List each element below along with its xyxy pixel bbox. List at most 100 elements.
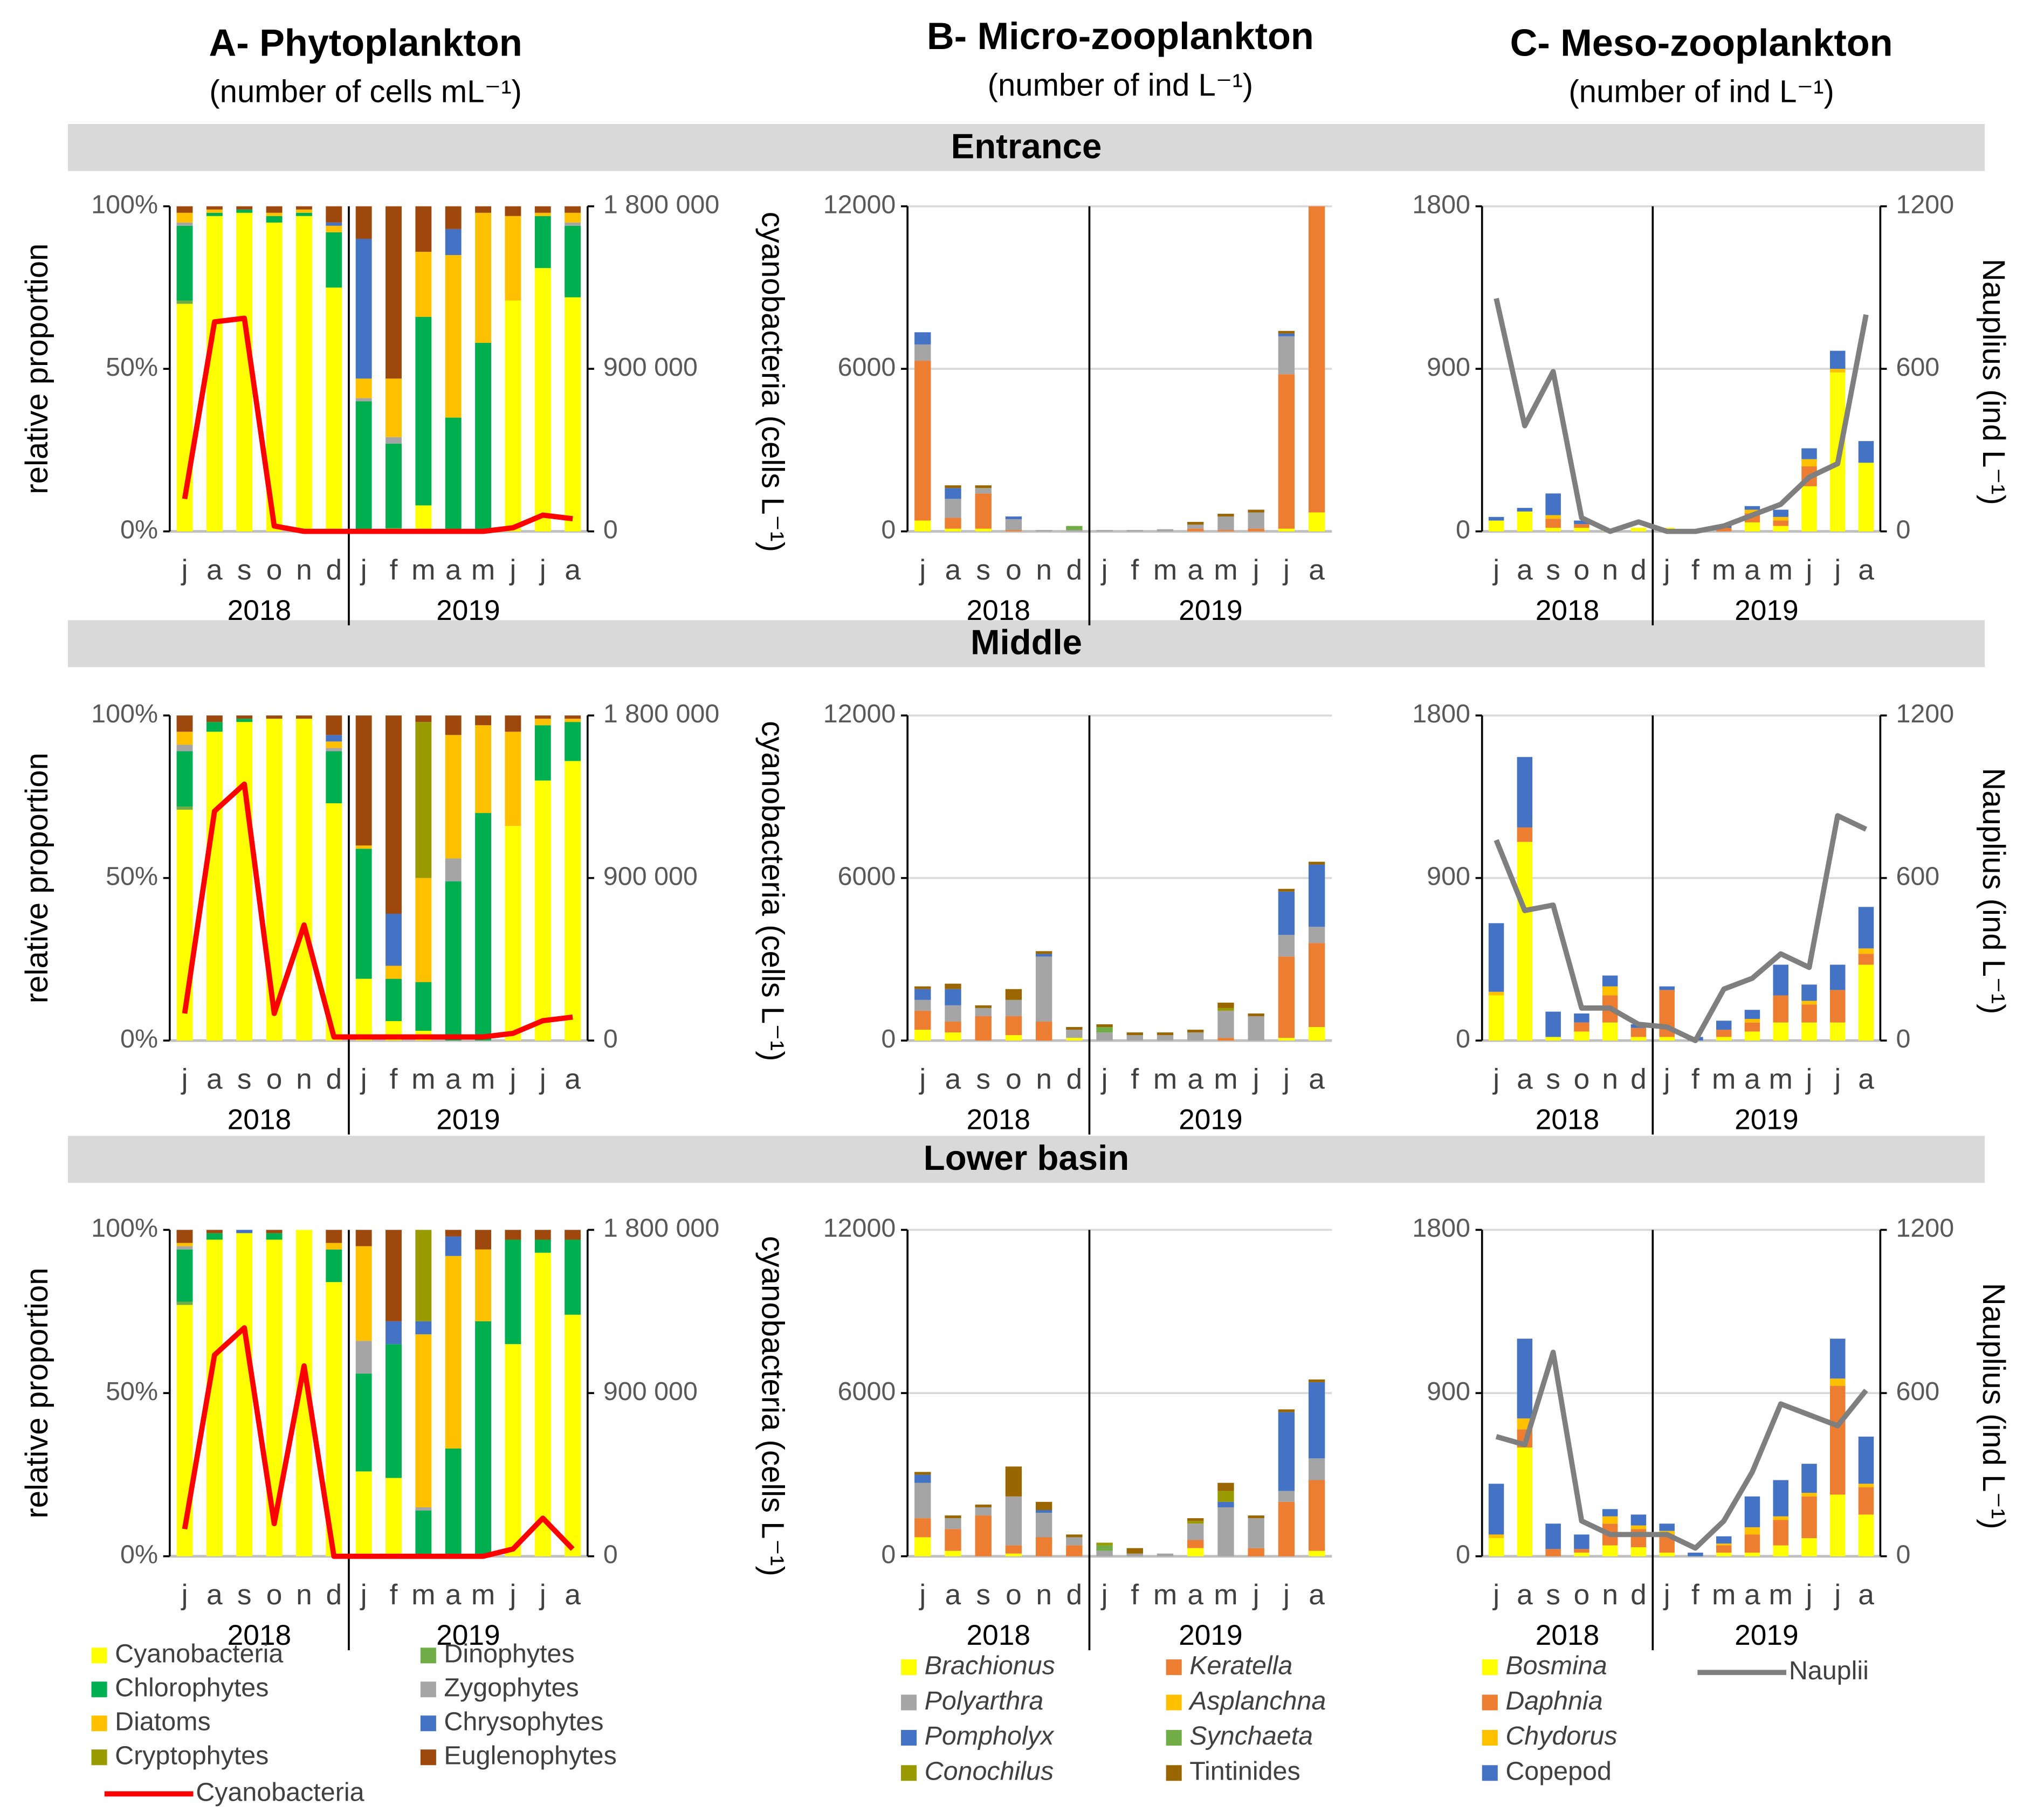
bar-segment [1744, 506, 1760, 510]
x-tick-label: d [326, 1063, 342, 1095]
line-series [182, 315, 573, 534]
bar-segment [206, 1230, 223, 1233]
x-tick-label: j [918, 554, 926, 586]
x-tick-label: a [945, 554, 961, 586]
x-tick-label: o [1574, 1579, 1590, 1611]
legend-swatch [91, 1749, 107, 1766]
bar-segment [295, 206, 312, 210]
legend-label: Pompholyx [925, 1721, 1055, 1750]
bar-segment [1278, 1501, 1295, 1556]
bar-segment [1744, 509, 1760, 514]
row-title: Entrance [951, 126, 1102, 166]
bar-segment [945, 1022, 961, 1033]
y-axis-label: relative proportion [19, 1267, 54, 1518]
year-label: 2019 [1735, 1619, 1799, 1651]
y2-tick-label: 0 [1896, 1540, 1910, 1569]
x-tick-label: a [445, 554, 462, 586]
bar-segment [176, 715, 193, 732]
legend-swatch [420, 1681, 436, 1698]
bar-segment [1308, 1550, 1325, 1556]
bar-segment [266, 216, 283, 223]
bar-segment [1035, 1513, 1052, 1538]
bar-segment [1187, 1518, 1204, 1521]
bar-segment [975, 1016, 992, 1041]
bar-segment [1488, 1534, 1504, 1539]
bar-segment [1308, 206, 1325, 513]
bar-segment [415, 316, 432, 506]
bar-segment [415, 1321, 432, 1335]
x-tick-label: a [1517, 1579, 1533, 1611]
bar-segment [1602, 1545, 1618, 1556]
x-tick-label: m [1712, 554, 1736, 586]
bar-segment [326, 1230, 342, 1243]
bar-segment [1517, 508, 1533, 512]
column-title: C- Meso-zooplankton [1510, 21, 1893, 64]
x-tick-label: s [237, 1579, 252, 1611]
year-label: 2019 [1179, 1619, 1243, 1651]
bar-segment [1773, 526, 1788, 532]
bar-segment [1801, 1001, 1817, 1005]
bar-segment [1278, 1038, 1295, 1041]
bar-segment [176, 751, 193, 807]
y-tick-label: 12000 [823, 699, 896, 728]
bar-segment [975, 1008, 992, 1016]
bar-segment [1005, 530, 1022, 532]
bar-segment [355, 715, 372, 846]
line-series [182, 1325, 575, 1559]
bar-segment [415, 722, 432, 878]
y2-tick-label: 1 800 000 [603, 1214, 719, 1243]
bar-segment [1005, 1016, 1022, 1036]
x-tick-label: a [945, 1063, 961, 1095]
x-tick-label: j [360, 554, 367, 586]
bar-segment [415, 878, 432, 982]
x-tick-label: j [1805, 1579, 1813, 1611]
x-tick-label: s [1546, 554, 1560, 586]
y2-axis-label: Nauplius (ind L⁻¹) [1976, 259, 2011, 505]
bar-segment [505, 826, 521, 1041]
bar-segment [1217, 1038, 1234, 1041]
bar-segment [945, 983, 961, 989]
bar-segment [206, 216, 223, 532]
bar-segment [326, 748, 342, 752]
line-series [1495, 1349, 1868, 1551]
year-label: 2019 [436, 1619, 500, 1651]
y2-tick-label: 1 800 000 [603, 699, 719, 728]
bar-segment [176, 806, 193, 810]
bar-segment [1688, 1553, 1703, 1556]
y-tick-label: 100% [91, 699, 158, 728]
y-tick-label: 900 [1427, 353, 1470, 382]
bar-segment [266, 715, 283, 719]
bar-segment [1278, 1412, 1295, 1491]
bar-segment [1217, 1483, 1234, 1491]
bar-segment [945, 518, 961, 529]
legend-label: Cyanobacteria [115, 1639, 283, 1669]
x-tick-label: n [296, 554, 312, 586]
bar-segment [415, 206, 432, 252]
bar-segment [1744, 1010, 1760, 1019]
bar-segment [415, 715, 432, 722]
x-tick-label: j [1663, 554, 1670, 586]
x-tick-label: n [296, 1063, 312, 1095]
bar-segment [1630, 1529, 1647, 1547]
bar-segment [475, 212, 492, 343]
bar-segment [1248, 1518, 1264, 1548]
bar-segment [176, 300, 193, 304]
bar-segment [1217, 1002, 1234, 1008]
bar-segment [1659, 1523, 1675, 1531]
bar-segment [914, 986, 931, 989]
bar-segment [1157, 1032, 1174, 1036]
bar-segment [505, 1344, 521, 1556]
legend-swatch [901, 1694, 917, 1711]
year-label: 2018 [1536, 595, 1600, 626]
bar-segment [1630, 1028, 1647, 1037]
bar-segment [1773, 1520, 1788, 1546]
x-tick-label: m [1214, 1579, 1237, 1611]
x-tick-label: m [1153, 1579, 1177, 1611]
legend-swatch [901, 1659, 917, 1676]
bar-segment [1035, 530, 1052, 532]
y-tick-label: 1800 [1412, 190, 1470, 219]
y2-tick-label: 600 [1896, 353, 1939, 382]
bar-segment [295, 209, 312, 213]
bar-segment [355, 401, 372, 532]
x-tick-label: a [445, 1063, 462, 1095]
